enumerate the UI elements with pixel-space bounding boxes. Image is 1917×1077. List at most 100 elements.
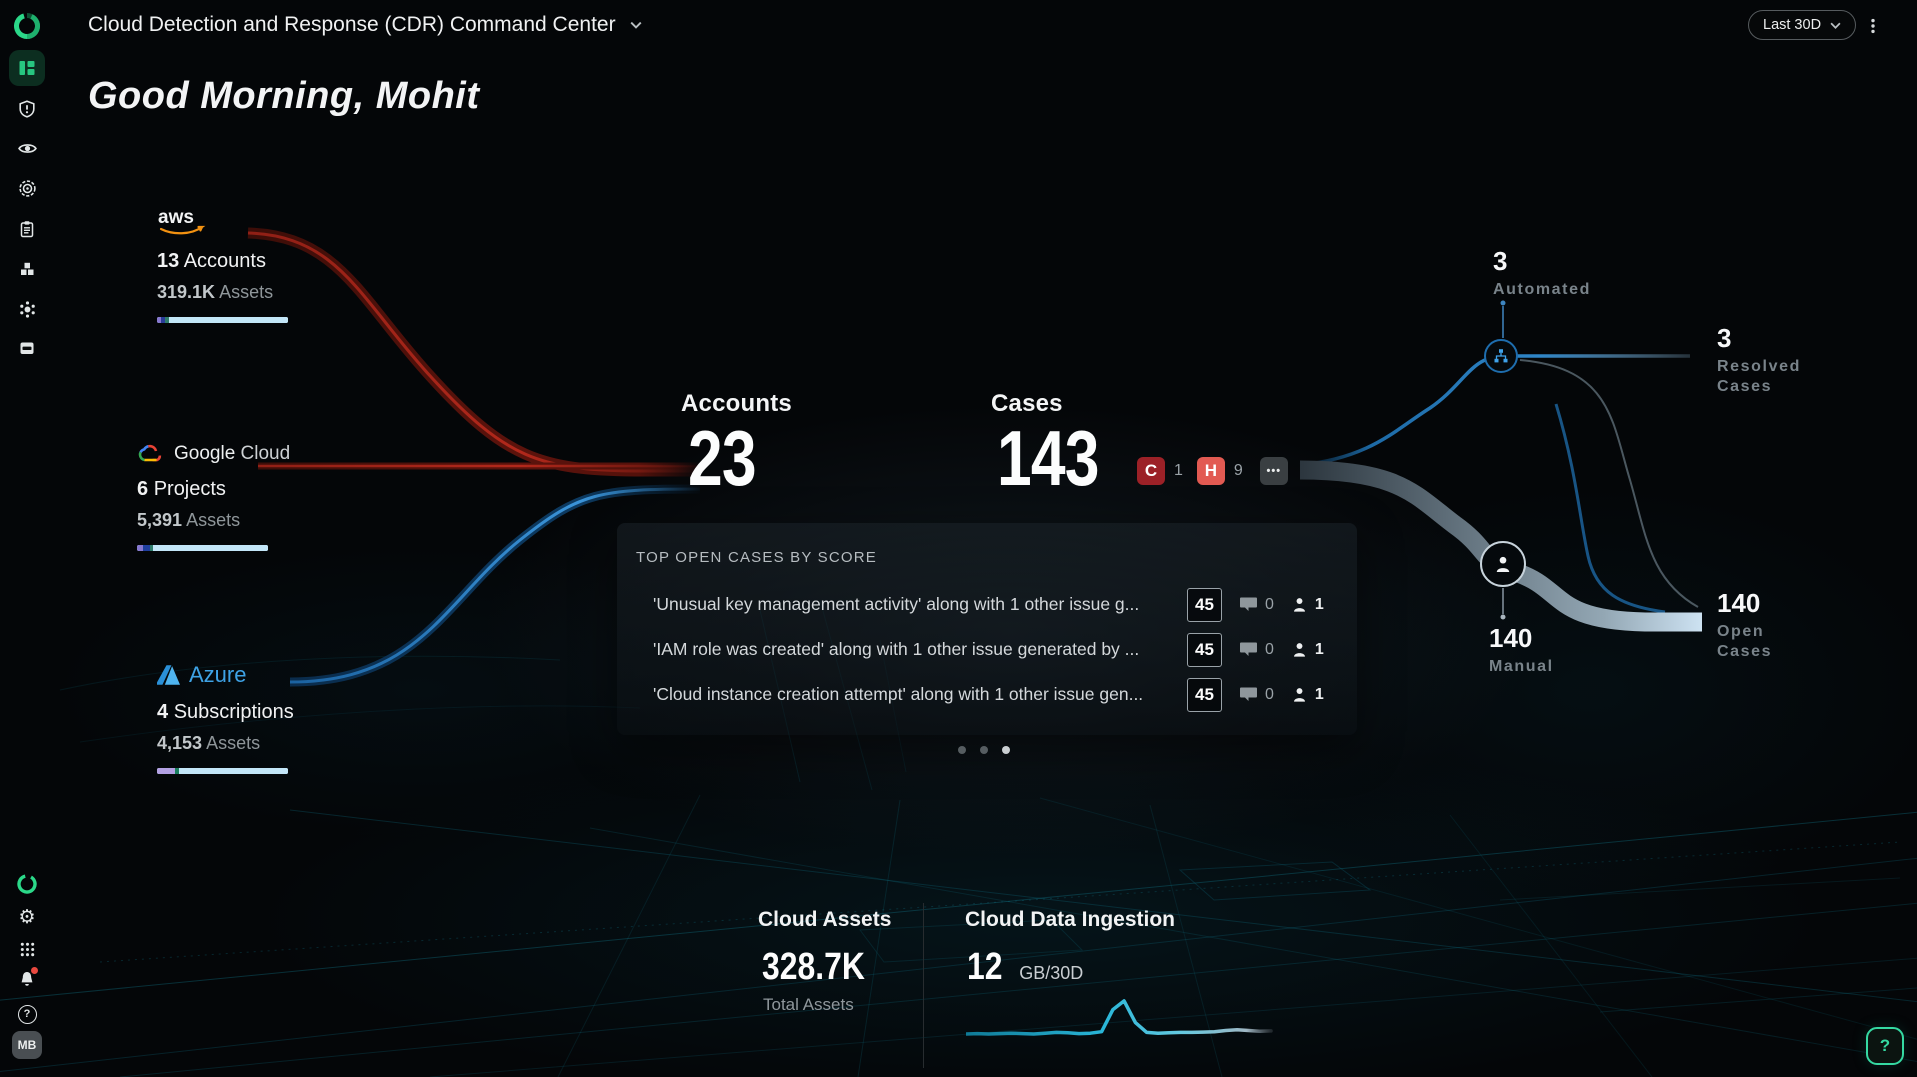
severity-count-critical: 1: [1174, 462, 1183, 479]
azure-wordmark: Azure: [189, 662, 247, 687]
usage-bar-segment: [157, 768, 176, 774]
time-range-label: Last 30D: [1763, 17, 1822, 33]
cloud-assets-sub: Total Assets: [763, 995, 854, 1014]
automated-value: 3: [1493, 246, 1508, 276]
provider-assets: 5,391 Assets: [137, 510, 241, 530]
sidebar-item-compliance[interactable]: [9, 211, 45, 247]
case-row[interactable]: 'Unusual key management activity' along …: [636, 582, 1333, 627]
carousel-dot[interactable]: [1002, 746, 1010, 754]
open-cases-label: Open Cases: [1717, 623, 1773, 660]
case-title: 'Cloud instance creation attempt' along …: [653, 684, 1144, 704]
sidebar-item-orca-ring[interactable]: [9, 866, 45, 902]
usage-bar-segment: [143, 545, 151, 551]
sidebar-item-apps[interactable]: [9, 931, 45, 967]
automation-icon: [1494, 349, 1508, 363]
chevron-down-icon: [630, 21, 642, 29]
case-title: 'IAM role was created' along with 1 othe…: [653, 639, 1140, 659]
comment-icon: [1240, 597, 1257, 611]
usage-bar-segment: [165, 317, 169, 323]
cases-value[interactable]: 143: [997, 414, 1100, 502]
case-comments-count: 0: [1265, 685, 1274, 703]
provider-card-aws[interactable]: aws 13 Accounts 319.1K Assets: [157, 205, 288, 323]
case-score: 45: [1187, 632, 1222, 667]
target-icon: [18, 179, 36, 197]
carousel-dots: [958, 746, 1010, 754]
sidebar-item-help[interactable]: ?: [9, 996, 45, 1032]
footer-divider: [923, 903, 924, 1068]
orca-logo[interactable]: [12, 11, 42, 41]
inventory-window-icon: [20, 342, 34, 354]
provider-card-gcp[interactable]: Google Cloud 6 Projects 5,391 Assets: [137, 442, 290, 551]
usage-bar-segment: [157, 317, 162, 323]
case-row[interactable]: 'IAM role was created' along with 1 othe…: [636, 627, 1333, 672]
usage-bar-segment: [175, 768, 179, 774]
automated-stat: 3 Automated: [1493, 248, 1591, 300]
open-cases-stat: 140 Open Cases: [1717, 590, 1807, 661]
more-menu-button[interactable]: [1860, 13, 1886, 39]
sidebar-item-dashboard[interactable]: [9, 50, 45, 86]
gear-icon: ⚙: [18, 906, 36, 928]
cases-label: Cases: [991, 390, 1063, 417]
sidebar-item-detection[interactable]: [9, 170, 45, 206]
google-cloud-logo: Google Cloud: [137, 442, 290, 465]
automated-label: Automated: [1493, 281, 1591, 298]
person-icon: [1293, 643, 1305, 657]
provider-count: 13 Accounts: [157, 250, 266, 272]
sidebar-item-attack-paths[interactable]: [9, 291, 45, 327]
manual-value: 140: [1489, 623, 1533, 653]
kebab-icon: [1871, 18, 1875, 34]
resolved-stat: 3 Resolved Cases: [1717, 325, 1827, 396]
sidebar-item-notifications[interactable]: [9, 963, 45, 999]
page-title-dropdown[interactable]: Cloud Detection and Response (CDR) Comma…: [88, 13, 642, 37]
accounts-label: Accounts: [681, 390, 792, 417]
usage-bar-segment: [137, 545, 144, 551]
orca-ring-icon: [17, 874, 37, 894]
question-icon: ?: [17, 1004, 37, 1024]
page-title: Cloud Detection and Response (CDR) Comma…: [88, 13, 616, 36]
ingestion-stat: 12 GB/30D: [967, 948, 1083, 986]
provider-count: 6 Projects: [137, 478, 226, 500]
severity-badge-high[interactable]: H: [1196, 457, 1225, 485]
case-assignees-count: 1: [1314, 640, 1324, 658]
aws-logo: aws: [157, 205, 288, 237]
dashboard-icon: [19, 61, 35, 75]
sidebar-item-settings[interactable]: ⚙: [9, 899, 45, 935]
help-button[interactable]: ?: [1866, 1027, 1904, 1065]
resolved-value: 3: [1717, 323, 1732, 353]
sidebar-item-alerts[interactable]: [9, 91, 45, 127]
carousel-dot[interactable]: [980, 746, 988, 754]
sidebar-item-assets[interactable]: [9, 251, 45, 287]
provider-card-azure[interactable]: Azure 4 Subscriptions 4,153 Assets: [157, 662, 294, 774]
severity-more-button[interactable]: •••: [1259, 457, 1288, 485]
usage-bar-segment: [150, 545, 154, 551]
case-severity-row: C 1 H 9 •••: [1137, 457, 1288, 485]
accounts-value[interactable]: 23: [688, 414, 757, 502]
usage-bar-segment: [153, 545, 268, 551]
severity-badge-critical[interactable]: C: [1137, 457, 1165, 485]
usage-bar-segment: [178, 768, 288, 774]
bell-icon: [21, 971, 33, 986]
top-cases-title: TOP OPEN CASES BY SCORE: [636, 549, 878, 566]
person-icon: [1293, 688, 1305, 702]
ingestion-value: 12: [967, 946, 1003, 988]
radial-icon: [19, 300, 35, 318]
case-row[interactable]: 'Cloud instance creation attempt' along …: [636, 672, 1333, 717]
ingestion-sparkline: [966, 999, 1273, 1036]
shield-alert-icon: [19, 100, 35, 118]
app-grid-icon: [20, 942, 34, 956]
top-cases-panel: TOP OPEN CASES BY SCORE 'Unusual key man…: [617, 523, 1357, 735]
provider-count: 4 Subscriptions: [157, 701, 294, 723]
azure-logo: Azure: [157, 662, 294, 688]
time-range-select[interactable]: Last 30D: [1748, 10, 1857, 40]
manual-stat: 140 Manual: [1489, 625, 1554, 677]
sidebar-item-visibility[interactable]: [9, 130, 45, 166]
carousel-dot[interactable]: [958, 746, 966, 754]
usage-bar-segment: [161, 317, 166, 323]
case-score: 45: [1187, 677, 1222, 712]
avatar[interactable]: MB: [12, 1031, 42, 1059]
sidebar-item-inventory[interactable]: [9, 330, 45, 366]
ingestion-sparkline-path: [966, 999, 1273, 1036]
provider-usage-bar: [137, 545, 268, 551]
case-comments-count: 0: [1265, 640, 1274, 658]
